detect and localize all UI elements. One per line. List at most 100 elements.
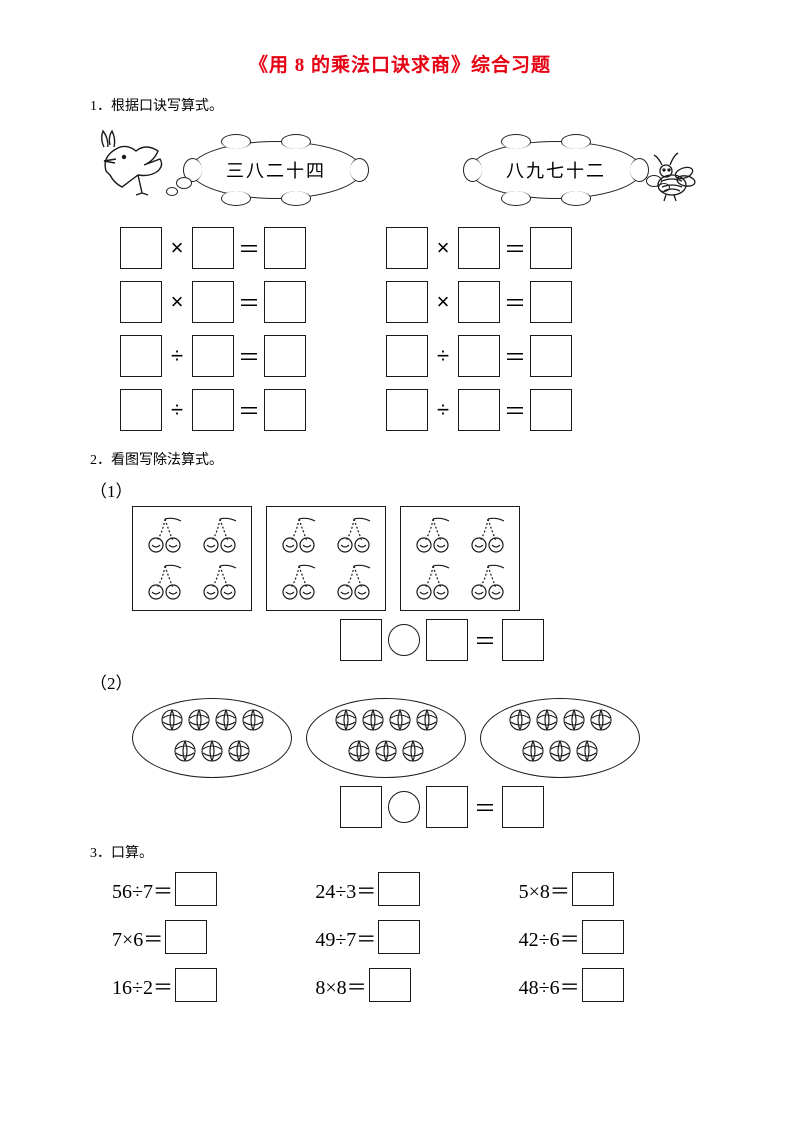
answer-box[interactable] — [386, 389, 428, 431]
answer-box[interactable] — [264, 335, 306, 377]
volleyball-icon — [401, 739, 425, 763]
calc-expression: 7×6＝ — [112, 923, 163, 952]
answer-box[interactable] — [502, 619, 544, 661]
answer-box[interactable] — [572, 872, 614, 906]
answer-box[interactable] — [369, 968, 411, 1002]
answer-box[interactable] — [386, 281, 428, 323]
bubble-right: 八九七十二 — [470, 141, 642, 199]
cherry-icon — [198, 562, 242, 602]
equals-op: ＝ — [504, 394, 526, 426]
answer-box[interactable] — [340, 619, 382, 661]
answer-box[interactable] — [530, 281, 572, 323]
equals-op: ＝ — [474, 791, 496, 823]
times-op: × — [166, 289, 188, 315]
volleyball-icon — [575, 739, 599, 763]
cherry-group — [400, 506, 520, 611]
volleyball-icon — [415, 708, 439, 732]
answer-box[interactable] — [582, 968, 624, 1002]
eq-row: ×＝ — [120, 227, 306, 269]
answer-box[interactable] — [264, 281, 306, 323]
q2-sub2: （2） — [90, 669, 710, 694]
calc-item: 48÷6＝ — [519, 968, 710, 1002]
answer-box[interactable] — [340, 786, 382, 828]
volleyball-icon — [214, 708, 238, 732]
calc-expression: 16÷2＝ — [112, 971, 173, 1000]
answer-box[interactable] — [386, 335, 428, 377]
calc-item: 16÷2＝ — [112, 968, 303, 1002]
volleyball-icon — [508, 708, 532, 732]
equals-op: ＝ — [238, 286, 260, 318]
volleyball-icon — [589, 708, 613, 732]
calc-item: 24÷3＝ — [315, 872, 506, 906]
answer-box[interactable] — [192, 281, 234, 323]
answer-box[interactable] — [192, 389, 234, 431]
answer-box[interactable] — [378, 920, 420, 954]
bee-icon — [644, 147, 698, 203]
ball-group — [306, 698, 466, 778]
answer-box[interactable] — [120, 335, 162, 377]
calc-item: 42÷6＝ — [519, 920, 710, 954]
worksheet-page: 《用 8 的乘法口诀求商》综合习题 1．根据口诀写算式。 三八二十四 — [0, 0, 800, 1042]
answer-box[interactable] — [175, 872, 217, 906]
eq-col-right: ×＝ ×＝ ÷＝ ÷＝ — [386, 227, 572, 431]
volleyball-icon — [200, 739, 224, 763]
div-op: ÷ — [432, 397, 454, 423]
cherry-icon — [411, 515, 455, 555]
q2-block: （1） ＝ （2） ＝ — [90, 477, 710, 828]
answer-box[interactable] — [264, 389, 306, 431]
answer-box[interactable] — [175, 968, 217, 1002]
op-circle[interactable] — [388, 791, 420, 823]
answer-box[interactable] — [458, 389, 500, 431]
answer-box[interactable] — [120, 227, 162, 269]
answer-box[interactable] — [378, 872, 420, 906]
answer-box[interactable] — [458, 281, 500, 323]
times-op: × — [166, 235, 188, 261]
answer-box[interactable] — [530, 227, 572, 269]
equals-op: ＝ — [238, 394, 260, 426]
calc-item: 5×8＝ — [519, 872, 710, 906]
eq-row: ×＝ — [120, 281, 306, 323]
eq-row: ×＝ — [386, 227, 572, 269]
bubble-left: 三八二十四 — [190, 141, 362, 199]
equals-op: ＝ — [504, 232, 526, 264]
volleyball-icon — [173, 739, 197, 763]
answer-box[interactable] — [426, 786, 468, 828]
cherry-icon — [143, 515, 187, 555]
answer-box[interactable] — [192, 335, 234, 377]
answer-box[interactable] — [120, 281, 162, 323]
answer-box[interactable] — [582, 920, 624, 954]
answer-box[interactable] — [386, 227, 428, 269]
div-op: ÷ — [166, 343, 188, 369]
q3-label: 3．口算。 — [90, 842, 710, 862]
eq-row: ÷＝ — [120, 389, 306, 431]
op-circle[interactable] — [388, 624, 420, 656]
volleyball-icon — [187, 708, 211, 732]
div-op: ÷ — [166, 397, 188, 423]
times-op: × — [432, 235, 454, 261]
q1-label: 1．根据口诀写算式。 — [90, 95, 710, 115]
answer-box[interactable] — [530, 389, 572, 431]
answer-box[interactable] — [426, 619, 468, 661]
answer-box[interactable] — [458, 335, 500, 377]
cherry-icon — [332, 515, 376, 555]
calc-item: 7×6＝ — [112, 920, 303, 954]
answer-box[interactable] — [120, 389, 162, 431]
calc-expression: 56÷7＝ — [112, 875, 173, 904]
volleyball-icon — [347, 739, 371, 763]
equals-op: ＝ — [504, 340, 526, 372]
eq-row: ÷＝ — [386, 389, 572, 431]
cherry-icon — [466, 515, 510, 555]
volleyball-icon — [361, 708, 385, 732]
equals-op: ＝ — [238, 340, 260, 372]
volleyball-icon — [241, 708, 265, 732]
answer-box[interactable] — [530, 335, 572, 377]
answer-box[interactable] — [192, 227, 234, 269]
calc-expression: 48÷6＝ — [519, 971, 580, 1000]
answer-box[interactable] — [502, 786, 544, 828]
div-op: ÷ — [432, 343, 454, 369]
answer-box[interactable] — [458, 227, 500, 269]
answer-box[interactable] — [264, 227, 306, 269]
q2-label: 2．看图写除法算式。 — [90, 449, 710, 469]
ball-groups — [132, 698, 710, 778]
answer-box[interactable] — [165, 920, 207, 954]
